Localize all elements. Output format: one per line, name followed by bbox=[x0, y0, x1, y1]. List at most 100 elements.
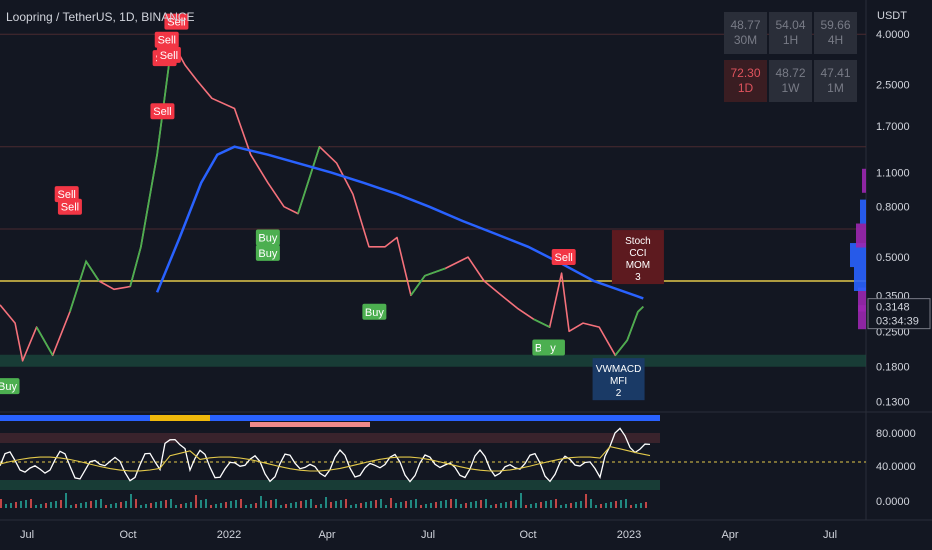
volume-bar bbox=[70, 505, 72, 508]
volume-bar bbox=[385, 505, 387, 508]
volume-bar bbox=[625, 499, 627, 508]
volume-bar bbox=[210, 505, 212, 508]
volume-bar bbox=[640, 503, 642, 508]
volume-bar bbox=[235, 500, 237, 508]
price-tick-label: 0.1300 bbox=[876, 396, 910, 408]
volume-bar bbox=[330, 502, 332, 508]
time-tick-label: 2023 bbox=[617, 529, 641, 541]
volume-bar bbox=[175, 505, 177, 508]
volume-bar bbox=[255, 503, 257, 508]
signal-box bbox=[57, 198, 82, 215]
volume-bar bbox=[425, 504, 427, 508]
volume-bar bbox=[290, 503, 292, 508]
time-tick-label: Jul bbox=[20, 529, 34, 541]
rsi-timeframe: 1D bbox=[737, 81, 754, 95]
volume-bar bbox=[40, 504, 42, 508]
rsi-timeframe: 4H bbox=[827, 33, 844, 47]
price-line-up bbox=[129, 45, 176, 287]
volume-profile-bar bbox=[854, 266, 866, 291]
price-line-up bbox=[533, 318, 551, 328]
signal-label: Sell bbox=[158, 35, 176, 47]
oscillator-tick-label: 40.0000 bbox=[876, 461, 916, 473]
price-tick-label: 0.1800 bbox=[876, 362, 910, 374]
oscillator-tick-label: 80.0000 bbox=[876, 428, 916, 440]
annotation-line: 3 bbox=[635, 272, 641, 283]
time-tick-label: Apr bbox=[318, 529, 335, 541]
volume-bar bbox=[345, 499, 347, 508]
volume-bar bbox=[310, 499, 312, 508]
volume-bar bbox=[25, 500, 27, 508]
price-line-up bbox=[297, 146, 321, 214]
symbol-title[interactable]: Loopring / TetherUS, 1D, BINANCE bbox=[6, 10, 195, 24]
volume-bar bbox=[495, 504, 497, 508]
signal-label: Buy bbox=[258, 233, 277, 245]
volume-bar bbox=[325, 497, 327, 508]
volume-bar bbox=[430, 503, 432, 508]
signal-label: Sell bbox=[555, 252, 573, 264]
price-tick-label: 2.5000 bbox=[876, 80, 910, 92]
volume-bar bbox=[145, 504, 147, 508]
volume-bar bbox=[530, 504, 532, 508]
volume-bar bbox=[455, 499, 457, 508]
signal-box bbox=[156, 46, 181, 63]
volume-bar bbox=[460, 504, 462, 508]
rsi-cell-1d: 72.30 1D bbox=[724, 60, 767, 102]
volume-bar bbox=[15, 502, 17, 508]
annotation-line: CCI bbox=[629, 248, 646, 259]
volume-bar bbox=[65, 493, 67, 508]
rsi-value: 47.41 bbox=[820, 66, 851, 80]
signal-label: y bbox=[550, 343, 556, 355]
signal-label: Sell bbox=[167, 17, 185, 29]
annotation-line: VWMACD bbox=[596, 364, 642, 375]
volume-bar bbox=[545, 501, 547, 508]
volume-bar bbox=[390, 498, 392, 508]
signal-box bbox=[551, 249, 576, 266]
volume-bar bbox=[500, 503, 502, 508]
currency-label[interactable]: USDT bbox=[877, 10, 907, 22]
volume-bar bbox=[435, 502, 437, 508]
volume-bar bbox=[115, 503, 117, 508]
volume-profile-bar bbox=[862, 168, 866, 193]
volume-bar bbox=[95, 500, 97, 508]
volume-bar bbox=[315, 505, 317, 508]
volume-bar bbox=[130, 494, 132, 508]
volume-bar bbox=[485, 499, 487, 508]
rsi-value: 59.66 bbox=[820, 18, 851, 32]
volume-bar bbox=[630, 505, 632, 508]
volume-bar bbox=[305, 500, 307, 508]
rsi-timeframe: 30M bbox=[733, 33, 758, 47]
volume-bar bbox=[505, 502, 507, 508]
volume-bar bbox=[380, 499, 382, 508]
volume-bar bbox=[415, 499, 417, 508]
volume-bar bbox=[280, 505, 282, 508]
time-tick-label: Jul bbox=[421, 529, 435, 541]
signal-label: Sell bbox=[61, 202, 79, 214]
price-tick-label: 1.7000 bbox=[876, 121, 910, 133]
volume-bar bbox=[200, 500, 202, 508]
signal-box bbox=[362, 303, 387, 320]
buy-signal: y bbox=[540, 339, 565, 356]
volume-bar bbox=[555, 499, 557, 508]
volume-bar bbox=[55, 501, 57, 508]
volume-bar bbox=[400, 502, 402, 508]
volume-bar bbox=[645, 502, 647, 508]
volume-bar bbox=[480, 500, 482, 508]
rsi-value: 72.30 bbox=[730, 66, 761, 80]
price-line-up bbox=[614, 305, 644, 356]
volume-bar bbox=[490, 505, 492, 508]
signal-box bbox=[255, 229, 280, 246]
volume-bar bbox=[595, 505, 597, 508]
volume-bar bbox=[30, 499, 32, 508]
volume-bar bbox=[510, 501, 512, 508]
volume-profile-bar bbox=[856, 223, 866, 248]
buy-signal: Buy bbox=[255, 229, 280, 246]
volume-bar bbox=[270, 500, 272, 508]
volume-bar bbox=[5, 504, 7, 508]
volume-bar bbox=[615, 501, 617, 508]
volume-bar bbox=[520, 493, 522, 508]
support-band bbox=[0, 354, 866, 367]
rsi-timeframe: 1W bbox=[781, 81, 800, 95]
price-tick-label: 0.2500 bbox=[876, 326, 910, 338]
